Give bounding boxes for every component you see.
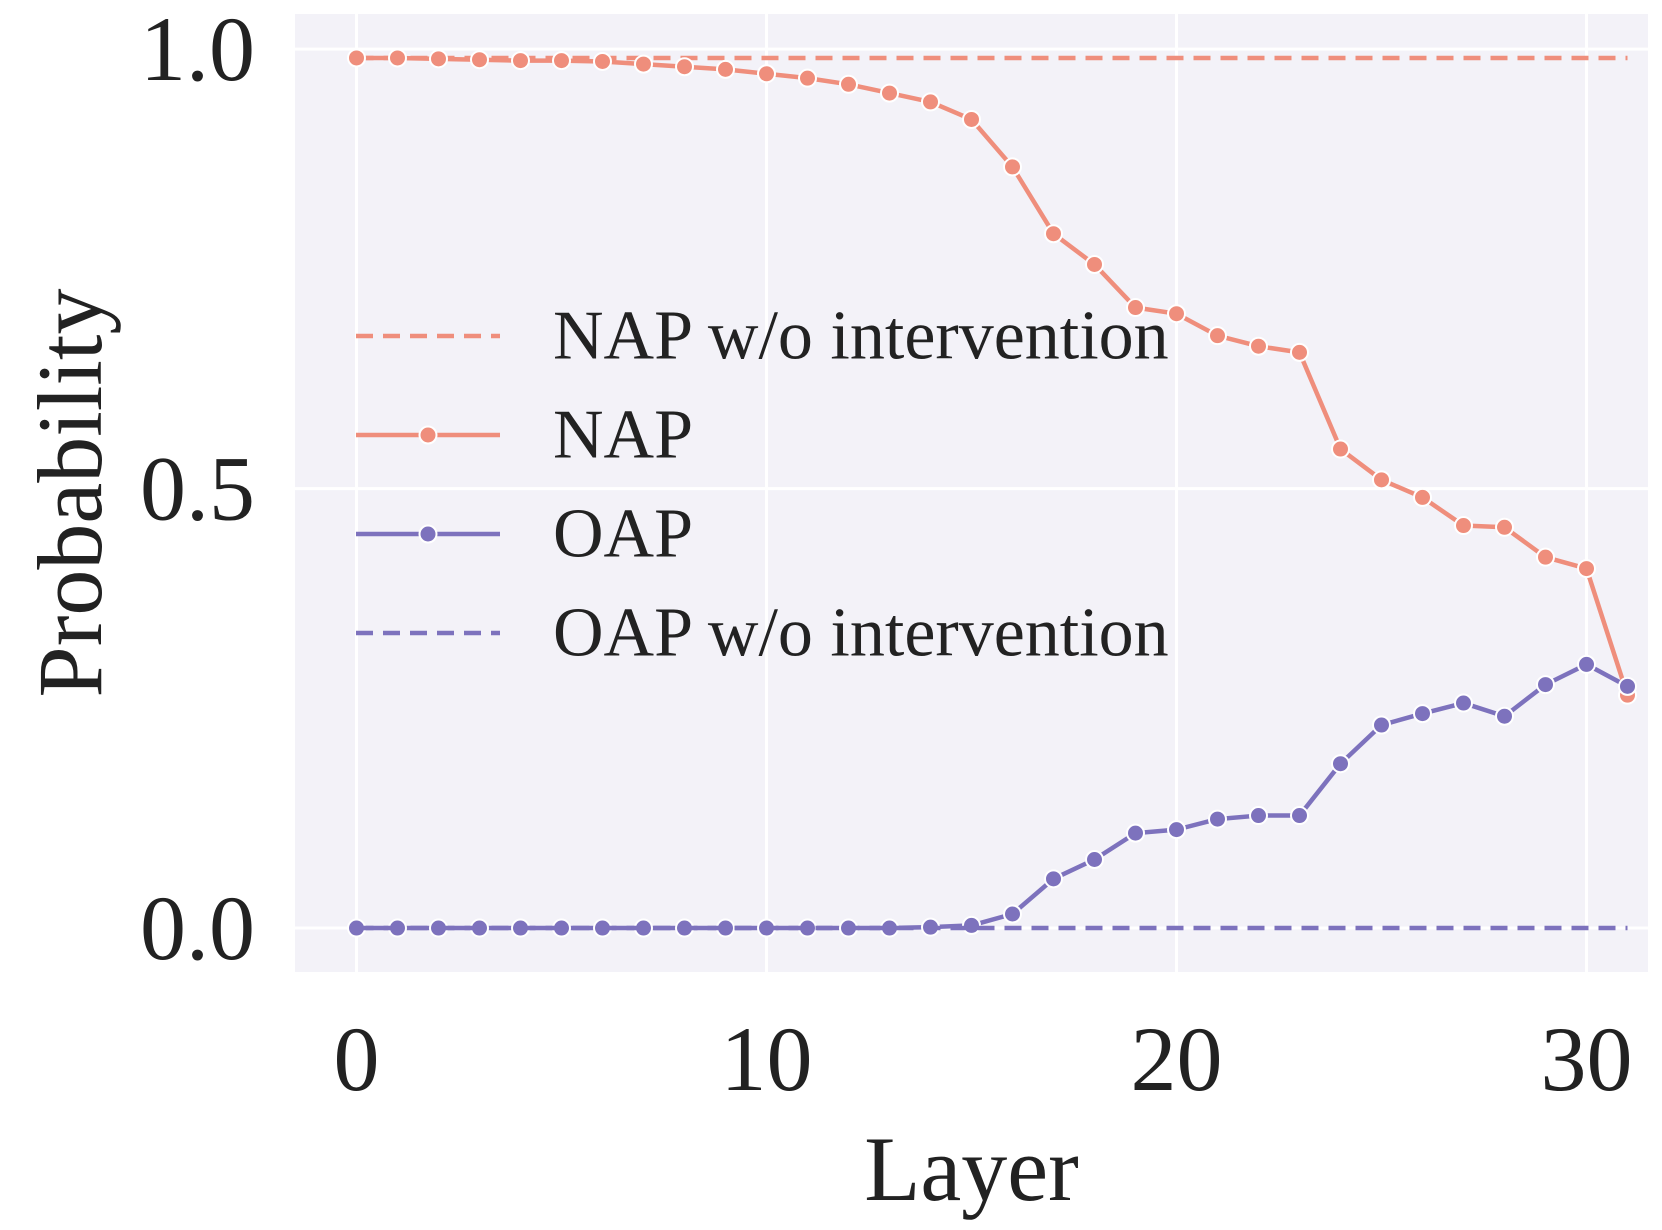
data-point — [511, 51, 530, 71]
data-point — [1085, 850, 1104, 870]
x-tick-label: 20 — [1131, 1008, 1223, 1110]
data-point — [1249, 806, 1268, 826]
data-point — [798, 68, 817, 88]
data-point — [675, 57, 694, 77]
data-point — [1372, 715, 1391, 735]
data-point — [1167, 304, 1186, 324]
data-point — [1208, 326, 1227, 346]
data-point — [1290, 806, 1309, 826]
legend-label: NAP w/o intervention — [553, 298, 1169, 375]
legend-label: NAP — [553, 397, 693, 474]
legend-entry: OAP — [356, 496, 693, 573]
data-point — [962, 915, 981, 935]
data-point — [1577, 654, 1596, 674]
x-tick-label: 0 — [334, 1008, 380, 1110]
data-point — [1003, 157, 1022, 177]
data-point — [552, 51, 571, 71]
data-point — [634, 54, 653, 74]
data-point — [1577, 559, 1596, 579]
legend-entry: NAP — [356, 397, 693, 474]
data-point — [1413, 704, 1432, 724]
x-axis-title: Layer — [864, 1118, 1079, 1220]
data-point — [593, 51, 612, 71]
y-tick-label: 0.5 — [140, 438, 255, 540]
data-point — [757, 64, 776, 84]
y-tick-label: 1.0 — [140, 0, 255, 100]
legend-label: OAP — [553, 496, 693, 573]
data-point — [347, 48, 366, 68]
legend-entry: OAP w/o intervention — [356, 595, 1169, 672]
y-tick-label: 0.0 — [140, 877, 255, 979]
y-axis-title: Probability — [19, 289, 121, 698]
axis-ticks: 0 10 20 30 0.0 0.5 1.0 — [140, 0, 1633, 1110]
data-point — [716, 59, 735, 79]
legend-label: OAP w/o intervention — [553, 595, 1169, 672]
data-point — [1249, 336, 1268, 356]
data-point — [1454, 693, 1473, 713]
data-point — [880, 83, 899, 103]
x-tick-label: 30 — [1541, 1008, 1633, 1110]
data-point — [1126, 823, 1145, 843]
legend-swatch-marker — [418, 425, 438, 445]
data-point — [1618, 676, 1637, 696]
data-point — [1331, 754, 1350, 774]
data-point — [839, 74, 858, 94]
data-point — [1126, 298, 1145, 318]
legend-entry: NAP w/o intervention — [356, 298, 1169, 375]
data-point — [1331, 439, 1350, 459]
data-point — [1372, 470, 1391, 490]
data-point — [1536, 675, 1555, 695]
legend: NAP w/o intervention NAP OAP OAP w/o interv… — [356, 298, 1169, 672]
legend-swatch-marker — [418, 524, 438, 544]
data-point — [1413, 487, 1432, 507]
data-point — [1208, 809, 1227, 829]
series-nap — [347, 48, 1637, 705]
data-point — [1495, 517, 1514, 537]
plot-area — [295, 14, 1648, 972]
data-point — [1454, 516, 1473, 536]
data-point — [921, 92, 940, 112]
data-point — [1044, 224, 1063, 244]
data-point — [1085, 254, 1104, 274]
series-layer — [347, 48, 1637, 938]
data-point — [1044, 869, 1063, 889]
data-point — [429, 49, 448, 69]
data-point — [1536, 547, 1555, 567]
data-point — [962, 109, 981, 129]
data-point — [1003, 904, 1022, 924]
data-point — [1167, 820, 1186, 840]
data-point — [470, 50, 489, 70]
data-point — [1290, 342, 1309, 362]
data-point — [1495, 706, 1514, 726]
x-tick-label: 10 — [721, 1008, 813, 1110]
data-point — [388, 48, 407, 68]
